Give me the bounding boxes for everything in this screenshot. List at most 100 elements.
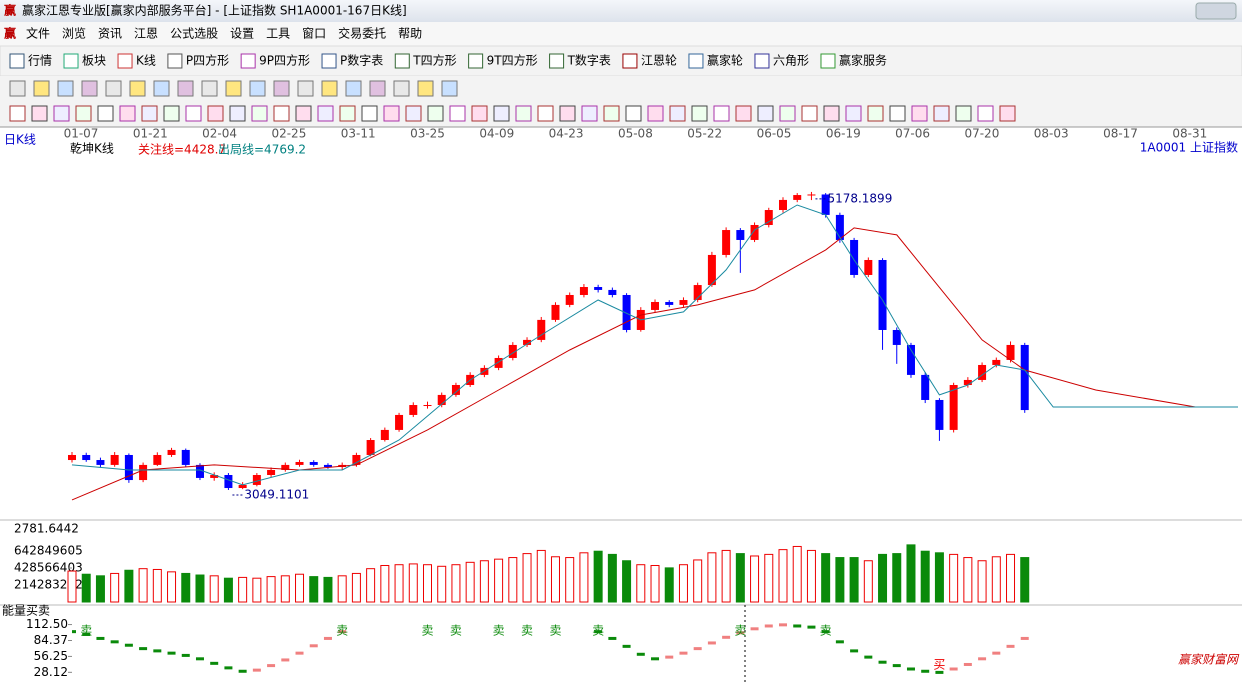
toolbar-icon[interactable] [53, 105, 70, 122]
toolbar-icon[interactable] [449, 105, 466, 122]
toolbar-icon[interactable] [229, 105, 246, 122]
toolbar-icon[interactable] [273, 105, 290, 122]
toolbar-icon[interactable] [240, 53, 256, 69]
toolbar-icon[interactable] [441, 80, 458, 97]
toolbar-icon[interactable] [251, 105, 268, 122]
toolbar-icon[interactable] [33, 80, 50, 97]
toolbar-icon[interactable] [845, 105, 862, 122]
toolbar-icon[interactable] [417, 80, 434, 97]
toolbar-icon[interactable] [955, 105, 972, 122]
toolbar-icon[interactable] [493, 105, 510, 122]
window-controls[interactable] [1195, 2, 1237, 20]
toolbar-button[interactable]: 行情 [28, 54, 52, 68]
menu-item[interactable]: 资讯 [98, 27, 122, 41]
toolbar-icon[interactable] [31, 105, 48, 122]
toolbar-button[interactable]: T数字表 [567, 53, 611, 68]
toolbar-icon[interactable] [691, 105, 708, 122]
toolbar-icon[interactable] [405, 105, 422, 122]
toolbar-icon[interactable] [167, 53, 183, 69]
toolbar-icon[interactable] [185, 105, 202, 122]
toolbar-icon[interactable] [581, 105, 598, 122]
toolbar-button[interactable]: T四方形 [412, 53, 456, 68]
toolbar-icon[interactable] [999, 105, 1016, 122]
toolbar-button[interactable]: K线 [136, 54, 156, 68]
menu-item[interactable]: 窗口 [302, 27, 326, 41]
toolbar-icon[interactable] [9, 105, 26, 122]
toolbar-icon[interactable] [119, 105, 136, 122]
menu-item[interactable]: 浏览 [62, 26, 86, 41]
toolbar-icon[interactable] [117, 53, 133, 69]
toolbar-icon[interactable] [75, 105, 92, 122]
toolbar-icon[interactable] [647, 105, 664, 122]
toolbar-icon[interactable] [713, 105, 730, 122]
toolbar-icon[interactable] [801, 105, 818, 122]
toolbar-icon[interactable] [754, 53, 770, 69]
toolbar-icon[interactable] [867, 105, 884, 122]
toolbar-icon[interactable] [549, 53, 565, 69]
menu-item[interactable]: 帮助 [398, 27, 422, 41]
toolbar-icon[interactable] [249, 80, 266, 97]
toolbar-icon[interactable] [9, 53, 25, 69]
toolbar-button[interactable]: 板块 [82, 54, 106, 68]
toolbar-icon[interactable] [321, 80, 338, 97]
toolbar-icon[interactable] [471, 105, 488, 122]
toolbar-icon[interactable] [911, 105, 928, 122]
toolbar-button[interactable]: P四方形 [186, 53, 229, 68]
toolbar-icon[interactable] [345, 80, 362, 97]
menu-item[interactable]: 公式选股 [170, 27, 218, 41]
menu-item[interactable]: 江恩 [134, 27, 158, 41]
toolbar-icon[interactable] [177, 80, 194, 97]
toolbar-icon[interactable] [97, 105, 114, 122]
toolbar-icon[interactable] [427, 105, 444, 122]
toolbar-icon[interactable] [163, 105, 180, 122]
toolbar-icon[interactable] [820, 53, 836, 69]
toolbar-icon[interactable] [369, 80, 386, 97]
toolbar-icon[interactable] [153, 80, 170, 97]
toolbar-icon[interactable] [383, 105, 400, 122]
toolbar-icon[interactable] [201, 80, 218, 97]
toolbar-icon[interactable] [735, 105, 752, 122]
toolbar-button[interactable]: 9P四方形 [259, 53, 310, 68]
toolbar-icon[interactable] [81, 80, 98, 97]
menu-item[interactable]: 交易委托 [338, 26, 386, 41]
toolbar-icon[interactable] [559, 105, 576, 122]
toolbar-icon[interactable] [105, 80, 122, 97]
toolbar-button[interactable]: 赢家轮 [707, 53, 743, 68]
toolbar-icon[interactable] [669, 105, 686, 122]
toolbar-icon[interactable] [225, 80, 242, 97]
toolbar-button[interactable]: 江恩轮 [641, 54, 677, 68]
toolbar-icon[interactable] [933, 105, 950, 122]
toolbar-icon[interactable] [57, 80, 74, 97]
toolbar-icon[interactable] [129, 80, 146, 97]
toolbar-icon[interactable] [9, 80, 26, 97]
toolbar-icon[interactable] [295, 105, 312, 122]
toolbar-icon[interactable] [273, 80, 290, 97]
toolbar-icon[interactable] [757, 105, 774, 122]
toolbar-icon[interactable] [317, 105, 334, 122]
menu-item[interactable]: 工具 [266, 27, 290, 41]
toolbar-icon[interactable] [603, 105, 620, 122]
toolbar-icon[interactable] [823, 105, 840, 122]
toolbar-icon[interactable] [625, 105, 642, 122]
toolbar-icon[interactable] [889, 105, 906, 122]
toolbar-icon[interactable] [393, 80, 410, 97]
toolbar-icon[interactable] [361, 105, 378, 122]
toolbar-icon[interactable] [141, 105, 158, 122]
toolbar-icon[interactable] [339, 105, 356, 122]
toolbar-icon[interactable] [537, 105, 554, 122]
toolbar-button[interactable]: P数字表 [340, 53, 383, 68]
toolbar-icon[interactable] [622, 53, 638, 69]
menu-item[interactable]: 设置 [230, 27, 254, 41]
toolbar-icon[interactable] [394, 53, 410, 69]
toolbar-icon[interactable] [63, 53, 79, 69]
toolbar-icon[interactable] [779, 105, 796, 122]
toolbar-icon[interactable] [468, 53, 484, 69]
toolbar-icon[interactable] [321, 53, 337, 69]
toolbar-icon[interactable] [207, 105, 224, 122]
toolbar-button[interactable]: 赢家服务 [839, 53, 887, 68]
toolbar-icon[interactable] [297, 80, 314, 97]
toolbar-icon[interactable] [977, 105, 994, 122]
toolbar-icon[interactable] [515, 105, 532, 122]
menu-item[interactable]: 文件 [26, 26, 50, 41]
toolbar-icon[interactable] [688, 53, 704, 69]
